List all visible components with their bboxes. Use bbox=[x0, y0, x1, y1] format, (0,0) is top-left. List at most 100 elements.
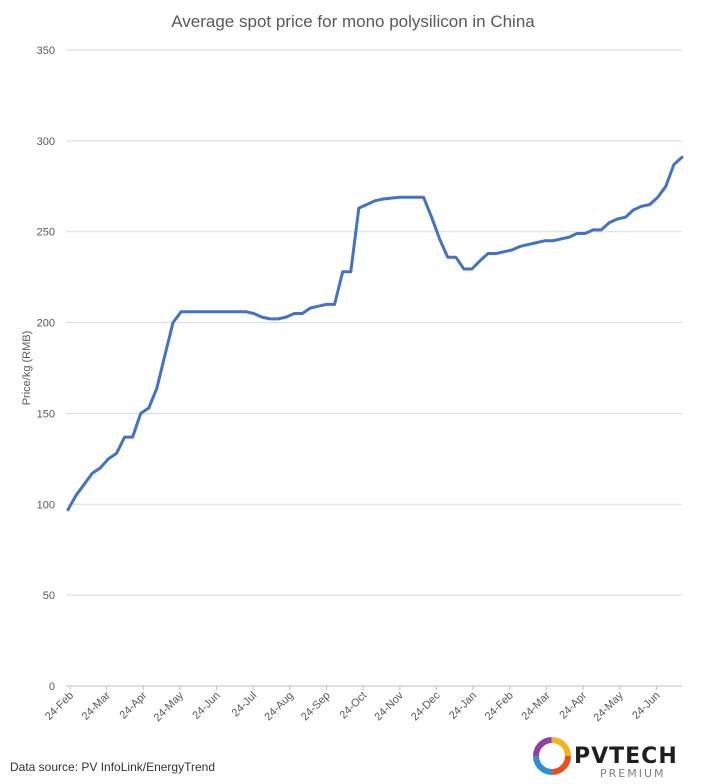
data-point bbox=[261, 316, 263, 318]
series-line bbox=[66, 155, 684, 512]
data-point bbox=[455, 256, 457, 258]
data-point bbox=[641, 205, 643, 207]
data-point bbox=[568, 236, 570, 238]
data-point bbox=[447, 256, 449, 258]
data-point bbox=[99, 467, 101, 469]
data-point bbox=[536, 242, 538, 244]
data-point bbox=[132, 436, 134, 438]
data-point bbox=[519, 245, 521, 247]
data-point bbox=[75, 494, 77, 496]
x-tick-label: 24-Mar bbox=[519, 689, 552, 722]
y-axis-label: Price/kg (RMB) bbox=[21, 331, 33, 406]
data-point bbox=[657, 196, 659, 198]
data-point bbox=[358, 207, 360, 209]
data-point bbox=[463, 268, 465, 270]
x-tick-label: 24-Apr bbox=[118, 689, 150, 721]
x-tick-label: 24-Feb bbox=[43, 690, 76, 723]
logo-word: PVTECH bbox=[574, 744, 678, 769]
x-tick-label: 24-Jun bbox=[630, 690, 662, 722]
data-point bbox=[390, 197, 392, 199]
data-point bbox=[317, 305, 319, 307]
data-point bbox=[277, 318, 279, 320]
data-point bbox=[164, 354, 166, 356]
data-point bbox=[83, 483, 85, 485]
pvtech-logo: PVTECH PREMIUM bbox=[533, 737, 678, 780]
data-point bbox=[471, 268, 473, 270]
data-point bbox=[342, 271, 344, 273]
data-points bbox=[67, 156, 683, 511]
data-point bbox=[334, 303, 336, 305]
data-point bbox=[374, 200, 376, 202]
data-point bbox=[196, 311, 198, 313]
data-point bbox=[616, 218, 618, 220]
data-point bbox=[91, 472, 93, 474]
data-point bbox=[398, 196, 400, 198]
data-point bbox=[67, 509, 69, 511]
y-tick-label: 0 bbox=[49, 681, 55, 693]
data-point bbox=[673, 164, 675, 165]
data-point bbox=[600, 229, 602, 231]
data-point bbox=[107, 458, 109, 460]
data-point bbox=[350, 271, 352, 273]
data-point bbox=[552, 240, 554, 242]
data-point bbox=[148, 407, 150, 409]
data-point bbox=[487, 253, 489, 254]
data-point bbox=[649, 204, 651, 205]
data-point bbox=[624, 216, 626, 218]
x-tick-label: 24-Oct bbox=[337, 690, 369, 722]
data-point bbox=[431, 216, 433, 218]
data-point bbox=[188, 311, 190, 313]
data-point bbox=[414, 196, 416, 198]
y-tick-label: 350 bbox=[37, 45, 55, 57]
data-point bbox=[503, 251, 505, 253]
y-tick-label: 250 bbox=[37, 227, 55, 239]
x-tick-label: 24-Apr bbox=[557, 689, 589, 721]
x-tick-label: 24-Sep bbox=[299, 690, 333, 724]
data-point bbox=[366, 204, 368, 205]
data-point bbox=[326, 303, 327, 305]
data-point bbox=[495, 253, 497, 254]
data-point bbox=[180, 311, 182, 313]
logo-mark-icon bbox=[533, 737, 571, 775]
data-point bbox=[124, 436, 126, 438]
data-point bbox=[309, 307, 311, 309]
chart-title: Average spot price for mono polysilicon … bbox=[171, 12, 535, 31]
x-tick-label: 24-Feb bbox=[483, 690, 516, 723]
data-point bbox=[511, 249, 513, 251]
data-point bbox=[423, 196, 424, 198]
data-point bbox=[285, 316, 287, 318]
data-point bbox=[584, 233, 586, 234]
data-point bbox=[221, 311, 222, 313]
x-tick-label: 24-Mar bbox=[80, 689, 113, 722]
data-point bbox=[237, 311, 239, 313]
x-tick-label: 24-Jan bbox=[447, 690, 479, 722]
y-tick-label: 100 bbox=[37, 499, 55, 511]
y-tick-label: 50 bbox=[43, 590, 55, 602]
logo-sub: PREMIUM bbox=[600, 767, 666, 780]
x-tick-label: 24-May bbox=[152, 689, 187, 724]
data-point bbox=[633, 209, 634, 211]
data-point bbox=[172, 322, 174, 324]
data-point bbox=[116, 452, 117, 454]
data-point bbox=[382, 198, 384, 200]
data-point bbox=[560, 238, 562, 240]
data-point bbox=[253, 313, 255, 314]
data-point bbox=[592, 229, 594, 231]
x-tick-label: 24-Aug bbox=[262, 690, 296, 724]
y-tick-label: 300 bbox=[37, 136, 55, 148]
data-point bbox=[229, 311, 231, 313]
data-point bbox=[439, 238, 441, 240]
data-point bbox=[204, 311, 206, 313]
data-point bbox=[528, 243, 529, 245]
x-tick-label: 24-Dec bbox=[409, 689, 443, 723]
data-point bbox=[156, 387, 158, 389]
data-point bbox=[293, 313, 295, 314]
y-axis-ticks: 0 50 100 150 200 250 300 350 bbox=[37, 45, 55, 693]
data-point bbox=[245, 311, 247, 313]
data-point bbox=[479, 260, 481, 262]
data-point bbox=[269, 318, 271, 320]
data-source-note: Data source: PV InfoLink/EnergyTrend bbox=[10, 760, 215, 774]
data-point bbox=[140, 412, 142, 414]
x-tick-label: 24-Jul bbox=[230, 690, 260, 720]
